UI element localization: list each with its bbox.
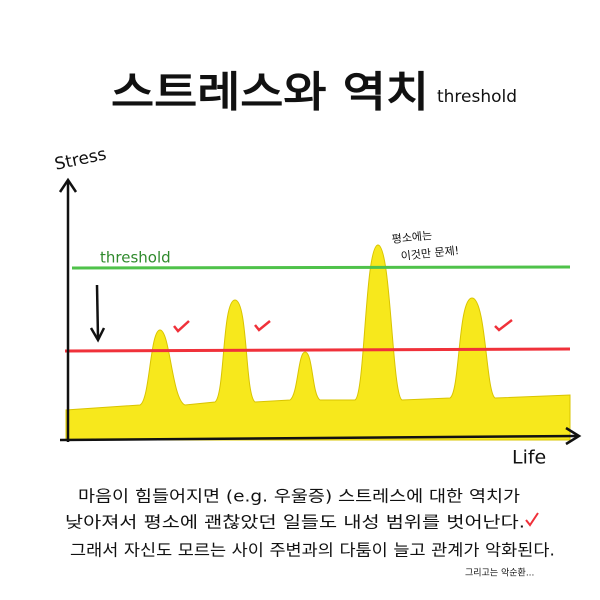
- body-line: 낮아져서 평소에 괜찮았던 일들도 내성 범위를 벗어난다.: [65, 513, 525, 532]
- body-line: 마음이 힘들어지면 (e.g. 우울증) 스트레스에 대한 역치가: [78, 487, 520, 506]
- x-axis-label: Life: [512, 447, 546, 469]
- threshold-label: threshold: [100, 249, 171, 267]
- down-arrow: [95, 284, 100, 339]
- footnote: 그리고는 악순환...: [465, 567, 534, 579]
- check-mark: [254, 320, 271, 332]
- subtitle: threshold: [437, 87, 517, 107]
- down-arrow-head: [89, 327, 106, 343]
- x-axis: [59, 434, 579, 442]
- check-mark: [525, 512, 539, 527]
- y-axis-arrow: [58, 177, 78, 193]
- lowered-threshold-line: [64, 347, 571, 353]
- normal-threshold-line: [71, 265, 571, 270]
- check-mark: [494, 319, 513, 332]
- body-line: 그래서 자신도 모르는 사이 주변과의 다툼이 늘고 관계가 악화된다.: [70, 541, 555, 560]
- annotation-line: 평소에는: [391, 229, 433, 246]
- x-axis-arrow: [565, 426, 582, 446]
- annotation-line: 이것만 문제!: [400, 244, 460, 263]
- title: 스트레스와 역치: [111, 68, 429, 117]
- check-mark: [173, 320, 190, 333]
